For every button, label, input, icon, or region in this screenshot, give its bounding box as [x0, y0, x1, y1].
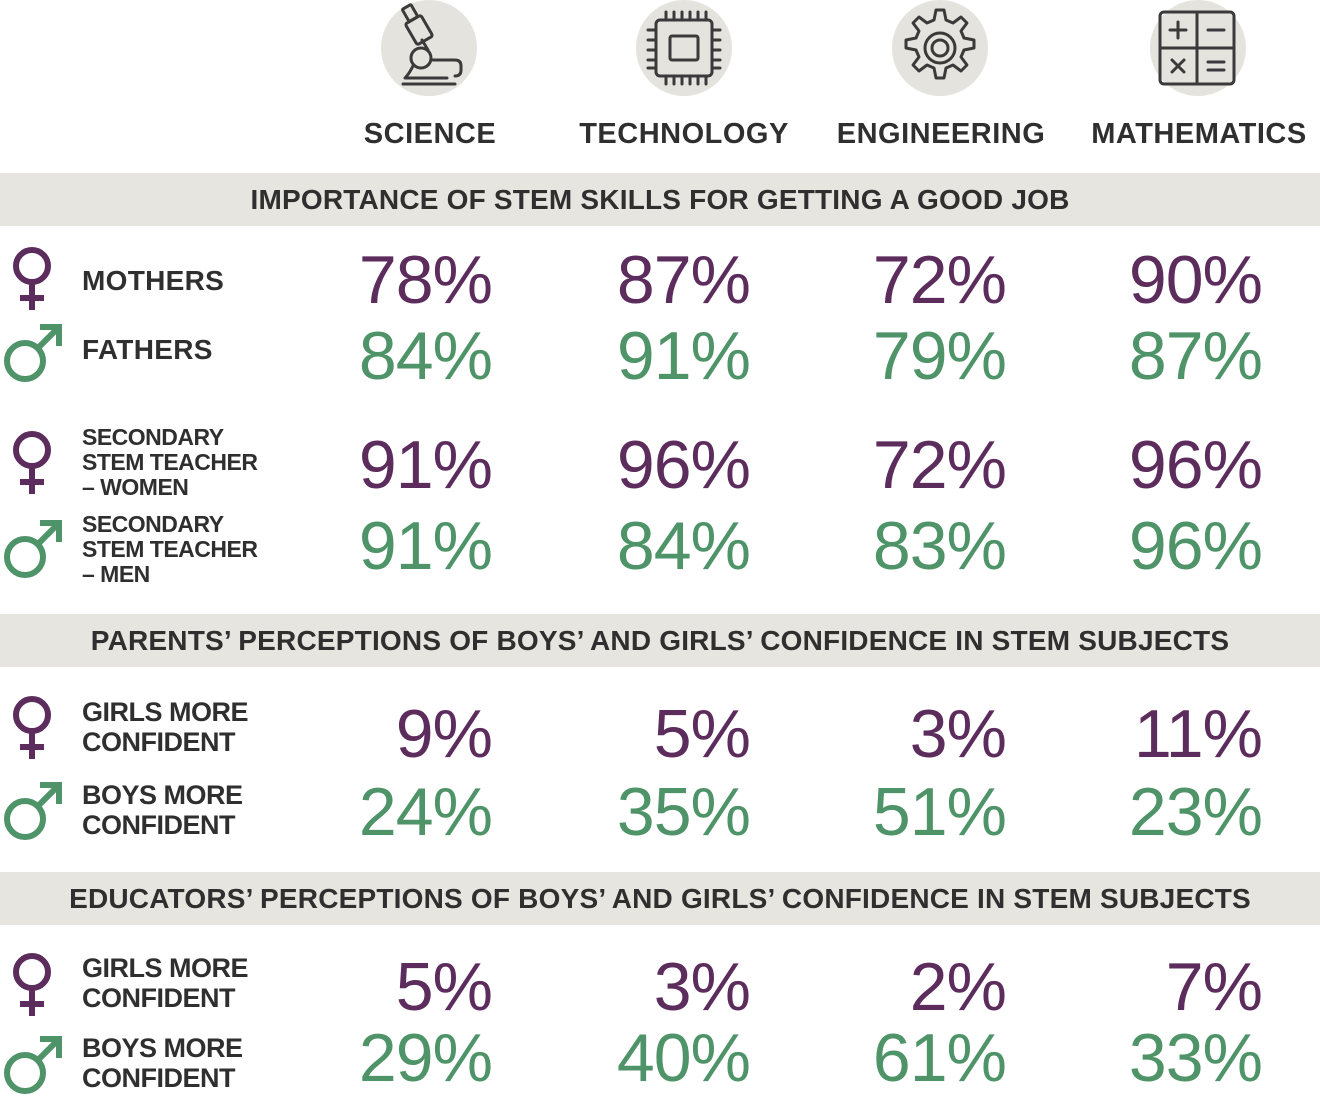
- row-label-parents-girls: GIRLS MORE CONFIDENT: [82, 697, 249, 757]
- value-cell: 84%: [616, 508, 751, 584]
- value-cell: 3%: [653, 949, 751, 1025]
- value-cell: 3%: [909, 696, 1007, 772]
- value-cell: 96%: [1128, 508, 1263, 584]
- section-title-parents-perceptions: PARENTS’ PERCEPTIONS OF BOYS’ AND GIRLS’…: [90, 625, 1230, 656]
- value-cell: 51%: [872, 774, 1007, 850]
- row-label-parents-boys: BOYS MORE CONFIDENT: [82, 780, 243, 840]
- value-cell: 29%: [358, 1020, 493, 1096]
- value-cell: 61%: [872, 1020, 1007, 1096]
- value-cell: 83%: [872, 508, 1007, 584]
- value-cell: 96%: [1128, 427, 1263, 503]
- subject-technology-label: TECHNOLOGY: [579, 118, 789, 150]
- value-cell: 91%: [358, 508, 493, 584]
- subject-mathematics-label: MATHEMATICS: [1091, 118, 1307, 150]
- value-cell: 78%: [358, 242, 493, 318]
- male-symbol-icon: [4, 520, 62, 578]
- section-title-job-importance: IMPORTANCE OF STEM SKILLS FOR GETTING A …: [250, 184, 1070, 215]
- value-cell: 5%: [395, 949, 493, 1025]
- female-symbol-icon: [13, 953, 51, 1016]
- value-cell: 9%: [395, 696, 493, 772]
- male-symbol-icon: [4, 1036, 62, 1094]
- calculator-icon: [1150, 0, 1246, 96]
- row-label-fathers: FATHERS: [82, 334, 213, 365]
- value-cell: 7%: [1165, 949, 1263, 1025]
- row-label-educators-girls: GIRLS MORE CONFIDENT: [82, 953, 249, 1013]
- row-label-teacher-women: SECONDARY STEM TEACHER – WOMEN: [82, 424, 258, 500]
- row-label-mothers: MOTHERS: [82, 265, 225, 296]
- value-cell: 5%: [653, 696, 751, 772]
- value-cell: 11%: [1133, 696, 1263, 772]
- row-label-teacher-men: SECONDARY STEM TEACHER – MEN: [82, 511, 258, 587]
- value-cell: 79%: [872, 318, 1007, 394]
- value-cell: 23%: [1128, 774, 1263, 850]
- microscope-icon: [381, 0, 477, 96]
- value-cell: 84%: [358, 318, 493, 394]
- section-title-educators-perceptions: EDUCATORS’ PERCEPTIONS OF BOYS’ AND GIRL…: [69, 883, 1251, 914]
- value-cell: 24%: [358, 774, 493, 850]
- gear-icon: [892, 0, 988, 96]
- value-cell: 91%: [358, 427, 493, 503]
- value-cell: 91%: [616, 318, 751, 394]
- male-symbol-icon: [4, 782, 62, 840]
- value-cell: 40%: [616, 1020, 751, 1096]
- value-cell: 33%: [1128, 1020, 1263, 1096]
- female-symbol-icon: [13, 696, 51, 759]
- value-cell: 35%: [616, 774, 751, 850]
- value-cell: 72%: [872, 427, 1007, 503]
- value-cell: 72%: [872, 242, 1007, 318]
- value-cell: 90%: [1128, 242, 1263, 318]
- value-cell: 2%: [909, 949, 1007, 1025]
- microchip-icon: [636, 0, 732, 96]
- section-band-parents-perceptions: [0, 614, 1320, 667]
- value-cell: 96%: [616, 427, 751, 503]
- female-symbol-icon: [13, 431, 51, 494]
- row-label-educators-boys: BOYS MORE CONFIDENT: [82, 1033, 243, 1093]
- value-cell: 87%: [616, 242, 751, 318]
- female-symbol-icon: [13, 247, 51, 310]
- section-band-job-importance: [0, 173, 1320, 226]
- subject-science-label: SCIENCE: [363, 118, 497, 150]
- male-symbol-icon: [4, 324, 62, 382]
- section-band-educators-perceptions: [0, 872, 1320, 925]
- value-cell: 87%: [1128, 318, 1263, 394]
- subject-engineering-label: ENGINEERING: [836, 118, 1046, 150]
